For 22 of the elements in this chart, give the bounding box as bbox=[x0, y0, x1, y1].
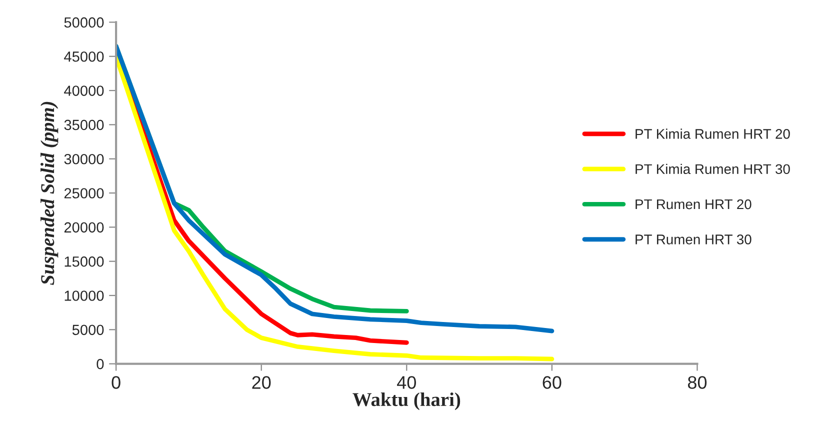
x-tick-label: 80 bbox=[688, 376, 707, 389]
y-tick-label: 25000 bbox=[64, 188, 104, 198]
y-tick-label: 50000 bbox=[64, 17, 104, 28]
y-tick-label: 15000 bbox=[64, 256, 104, 267]
x-tick-label: 20 bbox=[252, 376, 271, 389]
legend-label: PT Rumen HRT 20 bbox=[636, 199, 752, 210]
y-tick-label: 30000 bbox=[64, 154, 104, 164]
x-tick-label: 40 bbox=[397, 376, 416, 389]
y-tick-label: 20000 bbox=[64, 222, 104, 233]
x-tick-label: 60 bbox=[542, 376, 562, 389]
legend-label: PT Rumen HRT 30 bbox=[636, 234, 752, 244]
y-tick-label: 35000 bbox=[64, 120, 104, 130]
legend-label: PT Kimia Rumen HRT 30 bbox=[636, 164, 790, 174]
y-tick-label: 40000 bbox=[64, 86, 104, 96]
legend-label: PT Kimia Rumen HRT 20 bbox=[636, 128, 790, 139]
y-tick-label: 5000 bbox=[72, 324, 104, 336]
x-axis-title: Waktu (hari) bbox=[352, 392, 460, 410]
y-axis-title: Suspended Solid (ppm) bbox=[40, 102, 58, 286]
y-tick-label: 45000 bbox=[64, 51, 104, 62]
x-tick-label: 0 bbox=[112, 376, 120, 389]
y-tick-label: 0 bbox=[96, 358, 104, 370]
y-tick-label: 10000 bbox=[64, 290, 104, 301]
